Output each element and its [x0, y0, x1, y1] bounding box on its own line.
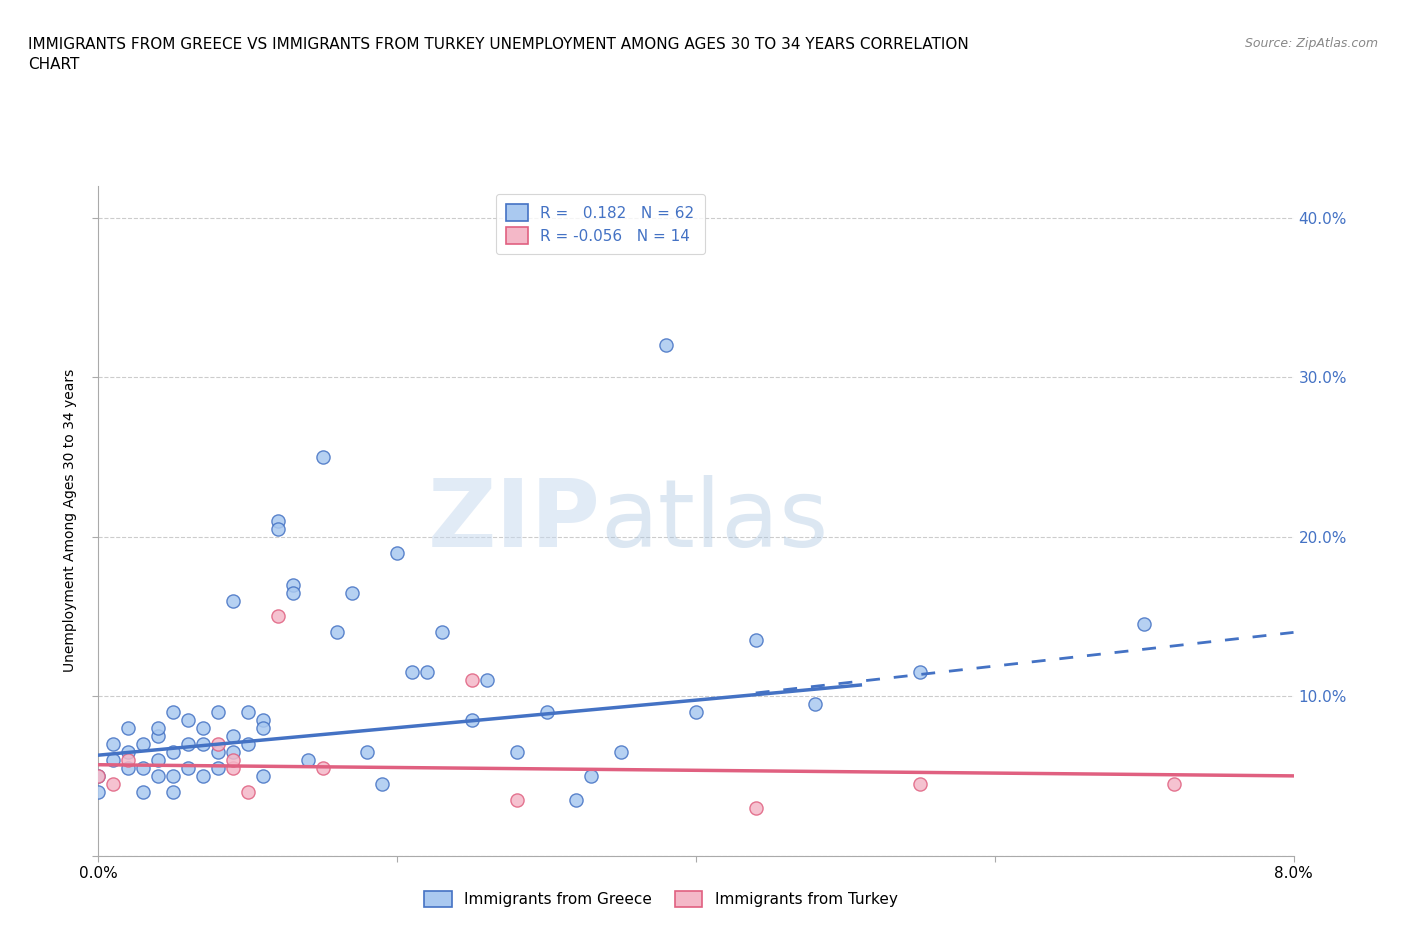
Point — [222, 745, 245, 760]
Point — [506, 745, 529, 760]
Point — [267, 609, 290, 624]
Point — [416, 665, 439, 680]
Point — [191, 737, 214, 751]
Point — [103, 752, 125, 767]
Point — [385, 545, 409, 560]
Point — [908, 665, 931, 680]
Point — [685, 705, 707, 720]
Point — [745, 801, 768, 816]
Point — [148, 728, 170, 743]
Point — [655, 338, 678, 352]
Point — [207, 705, 229, 720]
Point — [222, 728, 245, 743]
Point — [117, 721, 139, 736]
Legend: R =   0.182   N = 62, R = -0.056   N = 14: R = 0.182 N = 62, R = -0.056 N = 14 — [496, 193, 704, 255]
Point — [908, 777, 931, 791]
Point — [207, 737, 229, 751]
Point — [745, 633, 768, 648]
Point — [222, 752, 245, 767]
Point — [162, 745, 184, 760]
Point — [222, 593, 245, 608]
Point — [281, 585, 304, 600]
Point — [461, 712, 484, 727]
Point — [191, 721, 214, 736]
Point — [177, 737, 200, 751]
Point — [236, 737, 259, 751]
Point — [252, 768, 274, 783]
Point — [191, 768, 214, 783]
Point — [297, 752, 319, 767]
Point — [267, 513, 290, 528]
Text: IMMIGRANTS FROM GREECE VS IMMIGRANTS FROM TURKEY UNEMPLOYMENT AMONG AGES 30 TO 3: IMMIGRANTS FROM GREECE VS IMMIGRANTS FRO… — [28, 37, 969, 72]
Point — [430, 625, 453, 640]
Point — [475, 672, 498, 687]
Point — [148, 768, 170, 783]
Point — [148, 752, 170, 767]
Point — [506, 792, 529, 807]
Point — [342, 585, 364, 600]
Point — [132, 761, 155, 776]
Point — [461, 672, 484, 687]
Point — [162, 768, 184, 783]
Point — [565, 792, 588, 807]
Point — [311, 761, 333, 776]
Text: ZIP: ZIP — [427, 475, 600, 566]
Y-axis label: Unemployment Among Ages 30 to 34 years: Unemployment Among Ages 30 to 34 years — [63, 369, 77, 672]
Point — [311, 449, 333, 464]
Point — [177, 712, 200, 727]
Point — [103, 737, 125, 751]
Point — [1163, 777, 1185, 791]
Point — [581, 768, 603, 783]
Point — [117, 752, 139, 767]
Point — [371, 777, 394, 791]
Point — [148, 721, 170, 736]
Point — [177, 761, 200, 776]
Point — [267, 522, 290, 537]
Point — [236, 784, 259, 799]
Point — [804, 697, 827, 711]
Point — [207, 745, 229, 760]
Point — [132, 737, 155, 751]
Point — [87, 768, 110, 783]
Text: atlas: atlas — [600, 475, 828, 566]
Point — [281, 578, 304, 592]
Point — [1133, 617, 1156, 631]
Point — [132, 784, 155, 799]
Point — [401, 665, 423, 680]
Point — [610, 745, 633, 760]
Point — [356, 745, 378, 760]
Point — [222, 761, 245, 776]
Point — [87, 784, 110, 799]
Point — [117, 745, 139, 760]
Point — [236, 705, 259, 720]
Point — [117, 761, 139, 776]
Legend: Immigrants from Greece, Immigrants from Turkey: Immigrants from Greece, Immigrants from … — [418, 884, 904, 913]
Point — [252, 721, 274, 736]
Point — [162, 705, 184, 720]
Point — [162, 784, 184, 799]
Point — [326, 625, 349, 640]
Point — [252, 712, 274, 727]
Text: Source: ZipAtlas.com: Source: ZipAtlas.com — [1244, 37, 1378, 50]
Point — [103, 777, 125, 791]
Point — [536, 705, 558, 720]
Point — [207, 761, 229, 776]
Point — [87, 768, 110, 783]
